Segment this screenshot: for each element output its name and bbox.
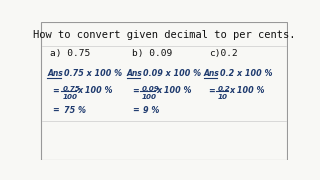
Text: =: = bbox=[209, 87, 215, 96]
Text: 0.09 x 100 %: 0.09 x 100 % bbox=[143, 69, 201, 78]
Text: Ans: Ans bbox=[204, 69, 220, 78]
Text: x 100 %: x 100 % bbox=[77, 86, 113, 95]
Text: x 100 %: x 100 % bbox=[229, 86, 264, 95]
Text: 100: 100 bbox=[142, 94, 157, 100]
Text: Ans: Ans bbox=[127, 69, 142, 78]
Text: Ans: Ans bbox=[47, 69, 63, 78]
Text: 0.09: 0.09 bbox=[142, 86, 159, 92]
Text: 75 %: 75 % bbox=[64, 106, 85, 115]
Text: 10: 10 bbox=[217, 94, 227, 100]
Text: =: = bbox=[132, 87, 139, 96]
Text: c)0.2: c)0.2 bbox=[209, 49, 237, 58]
Text: 0.2 x 100 %: 0.2 x 100 % bbox=[220, 69, 272, 78]
FancyBboxPatch shape bbox=[41, 22, 287, 159]
Text: 100: 100 bbox=[62, 94, 77, 100]
Text: 0.75 x 100 %: 0.75 x 100 % bbox=[64, 69, 122, 78]
Text: a) 0.75: a) 0.75 bbox=[50, 49, 90, 58]
Text: =: = bbox=[132, 106, 139, 115]
Text: How to convert given decimal to per cents.: How to convert given decimal to per cent… bbox=[33, 30, 295, 40]
Text: =: = bbox=[52, 87, 59, 96]
Text: 0.2: 0.2 bbox=[217, 86, 230, 92]
Text: =: = bbox=[52, 106, 59, 115]
Text: b) 0.09: b) 0.09 bbox=[132, 49, 172, 58]
Text: 9 %: 9 % bbox=[143, 106, 159, 115]
Text: x 100 %: x 100 % bbox=[156, 86, 192, 95]
Text: 0.75: 0.75 bbox=[62, 86, 80, 92]
